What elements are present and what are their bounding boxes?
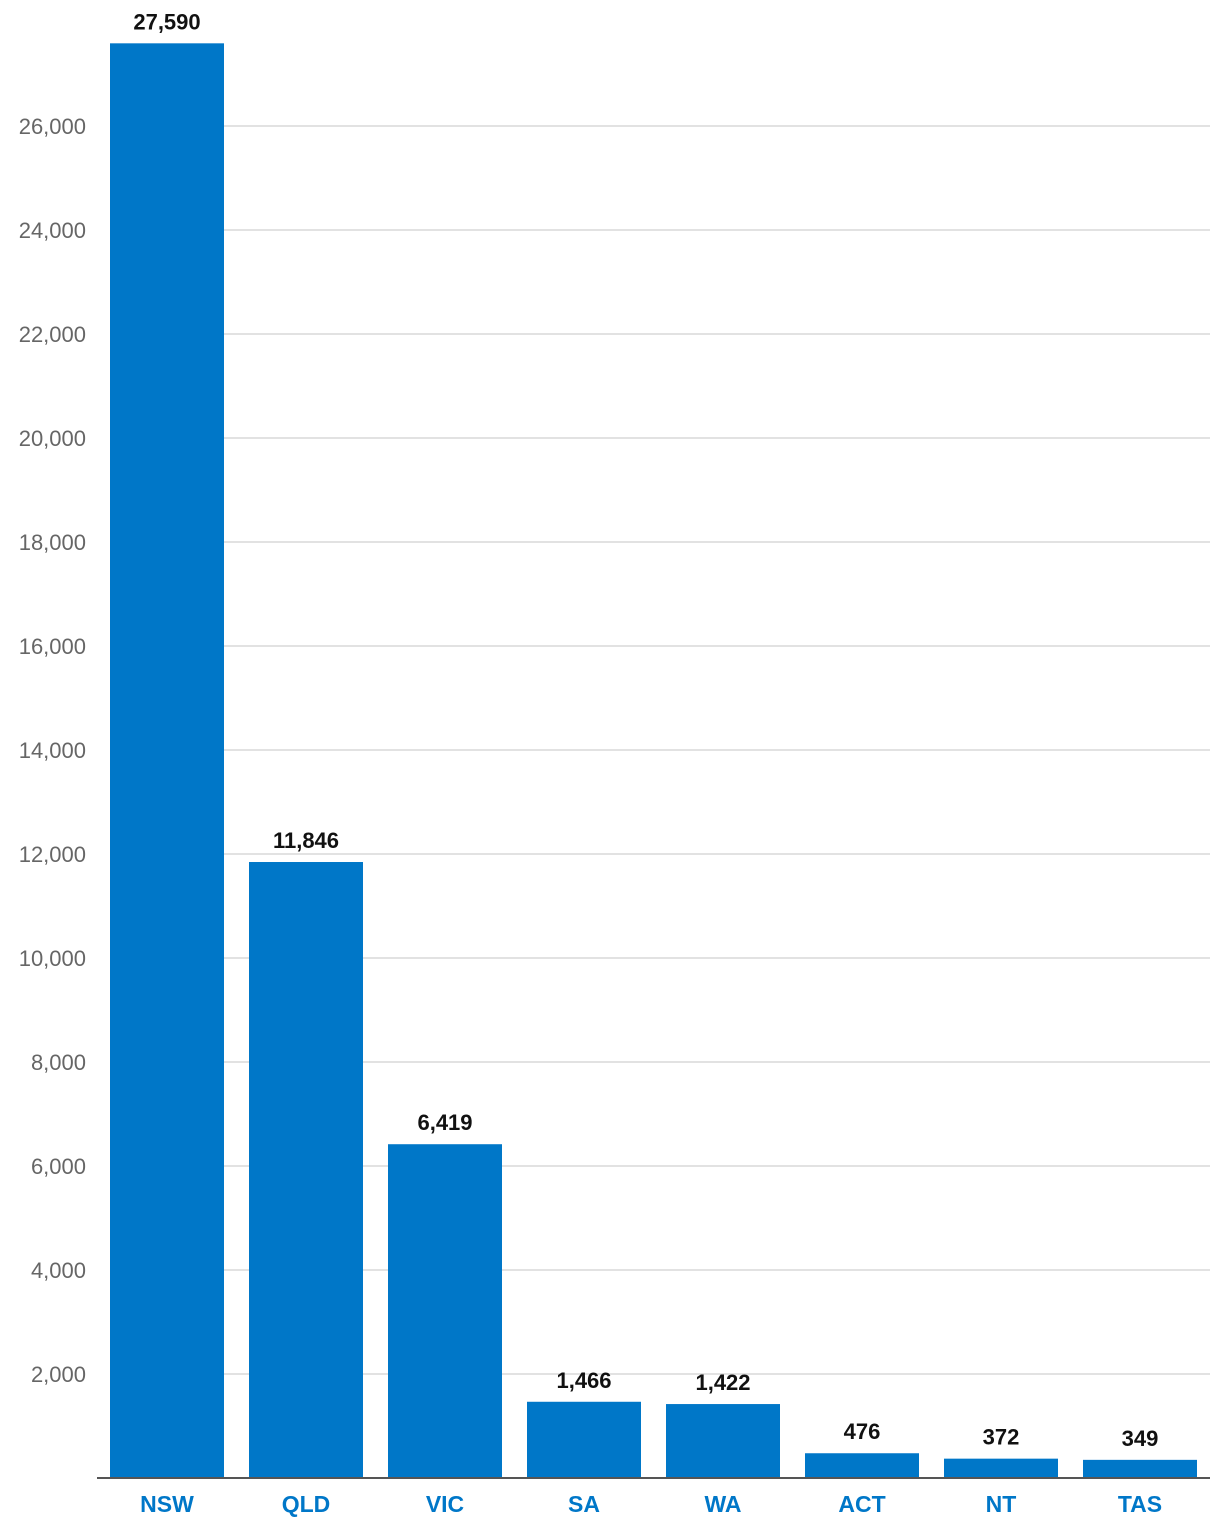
y-tick-label: 24,000 <box>19 218 86 243</box>
data-label-wa: 1,422 <box>695 1370 750 1395</box>
data-label-act: 476 <box>844 1419 881 1444</box>
bar-wa[interactable] <box>666 1404 780 1478</box>
y-tick-label: 26,000 <box>19 114 86 139</box>
y-tick-label: 20,000 <box>19 426 86 451</box>
y-tick-label: 12,000 <box>19 842 86 867</box>
bar-act[interactable] <box>805 1453 919 1478</box>
data-label-qld: 11,846 <box>273 828 339 853</box>
bar-nt[interactable] <box>944 1458 1058 1478</box>
x-category-label-nt: NT <box>986 1491 1017 1517</box>
x-axis-categories: NSW QLD VIC SA WA ACT NT TAS <box>140 1491 1162 1517</box>
x-category-label-vic: VIC <box>426 1491 464 1517</box>
bar-sa[interactable] <box>527 1401 641 1478</box>
bars <box>110 43 1197 1479</box>
data-label-vic: 6,419 <box>417 1110 472 1135</box>
x-category-label-tas: TAS <box>1118 1491 1162 1517</box>
y-tick-label: 18,000 <box>19 530 86 555</box>
gridlines <box>224 125 1210 1375</box>
data-label-tas: 349 <box>1122 1426 1159 1451</box>
bar-qld[interactable] <box>249 862 363 1478</box>
y-tick-label: 4,000 <box>31 1258 86 1283</box>
data-label-nsw: 27,590 <box>133 9 200 34</box>
y-tick-label: 14,000 <box>19 738 86 763</box>
x-category-label-sa: SA <box>568 1491 600 1517</box>
bar-tas[interactable] <box>1083 1459 1197 1478</box>
y-tick-label: 16,000 <box>19 634 86 659</box>
bar-nsw[interactable] <box>110 43 224 1479</box>
y-tick-label: 10,000 <box>19 946 86 971</box>
data-label-nt: 372 <box>983 1425 1020 1450</box>
y-tick-label: 6,000 <box>31 1154 86 1179</box>
data-labels: 27,590 11,846 6,419 1,466 1,422 476 372 349 <box>133 9 1158 1451</box>
y-axis-ticks: 2,000 4,000 6,000 8,000 10,000 12,000 14,000 16… <box>19 114 86 1387</box>
x-category-label-wa: WA <box>704 1491 741 1517</box>
y-tick-label: 2,000 <box>31 1362 86 1387</box>
y-tick-label: 22,000 <box>19 322 86 347</box>
x-category-label-nsw: NSW <box>140 1491 194 1517</box>
x-category-label-act: ACT <box>838 1491 885 1517</box>
y-tick-label: 8,000 <box>31 1050 86 1075</box>
x-category-label-qld: QLD <box>282 1491 331 1517</box>
bar-vic[interactable] <box>388 1144 502 1478</box>
data-label-sa: 1,466 <box>556 1368 611 1393</box>
